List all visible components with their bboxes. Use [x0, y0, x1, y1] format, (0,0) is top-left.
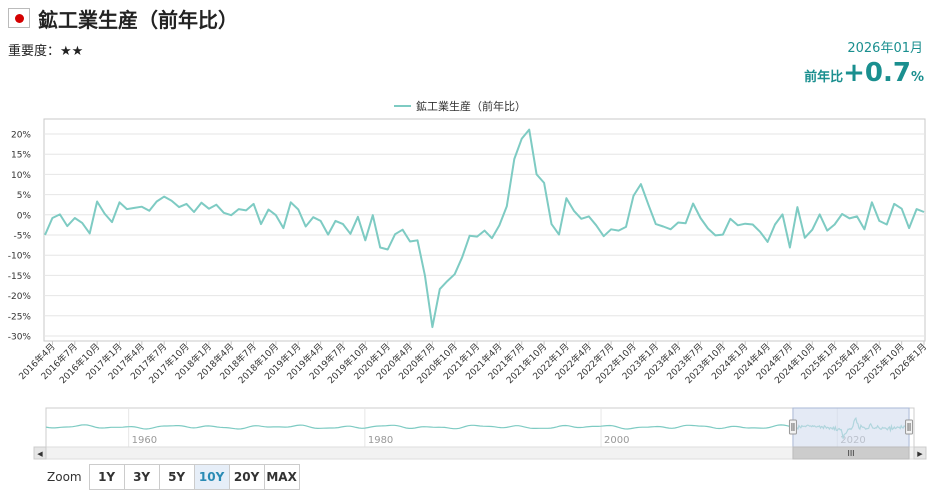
page-title: 鉱工業生産（前年比）	[38, 8, 238, 32]
y-tick-label: -5%	[13, 232, 31, 242]
zoom-10y-button[interactable]: 10Y	[193, 464, 230, 490]
header: 鉱工業生産（前年比） 重要度：★★ 2026年01月 前年比+0.7%	[0, 0, 933, 95]
zoom-20y-button[interactable]: 20Y	[228, 464, 265, 490]
scrollbar-left-button[interactable]	[33, 446, 47, 460]
scrollbar-track[interactable]	[45, 446, 915, 460]
importance-label: 重要度：	[8, 44, 61, 59]
series-line[interactable]	[44, 128, 925, 329]
y-tick-label: 5%	[17, 191, 32, 201]
importance-stars: ★★	[60, 44, 84, 59]
navigator-handle[interactable]	[905, 419, 914, 435]
legend-label: 鉱工業生産（前年比）	[416, 99, 526, 113]
zoom-label: Zoom	[47, 470, 82, 484]
change-value: +0.7	[843, 58, 911, 88]
y-tick-label: -15%	[8, 272, 32, 282]
scroll-left-arrow-icon: ◀	[37, 450, 43, 458]
y-tick-label: -10%	[8, 252, 32, 262]
y-tick-label: 0%	[17, 211, 32, 221]
y-tick-label: 20%	[11, 131, 31, 141]
navigator-handle[interactable]	[788, 419, 797, 435]
scrollbar-thumb[interactable]	[792, 446, 910, 460]
y-tick-label: -20%	[8, 292, 32, 302]
zoom-1y-button[interactable]: 1Y	[88, 464, 125, 490]
y-tick-label: -25%	[8, 312, 32, 322]
release-period: 2026年01月	[847, 41, 923, 56]
plot-area	[43, 118, 926, 342]
navigator	[45, 407, 915, 448]
navigator-selection[interactable]	[792, 407, 910, 448]
zoom-5y-button[interactable]: 5Y	[158, 464, 195, 490]
zoom-3y-button[interactable]: 3Y	[123, 464, 160, 490]
navigator-year-label: 1960	[132, 435, 157, 446]
zoom-max-button[interactable]: MAX	[263, 464, 300, 490]
scrollbar-right-button[interactable]	[913, 446, 927, 460]
y-tick-label: 10%	[11, 171, 31, 181]
navigator-year-label: 2000	[604, 435, 629, 446]
y-tick-label: -30%	[8, 333, 32, 343]
latest-change: 前年比+0.7%	[804, 58, 924, 88]
y-tick-label: 15%	[11, 151, 31, 161]
importance: 重要度：★★	[8, 40, 83, 59]
change-unit: %	[910, 70, 924, 85]
line-chart[interactable]: 鉱工業生産（前年比） -30% -25% -20% -15% -10% -5% 0% 5% 10%…	[0, 95, 933, 463]
flag-sun	[15, 14, 24, 23]
navigator-year-label: 1980	[368, 435, 393, 446]
scroll-right-arrow-icon: ▶	[917, 450, 923, 458]
scrollbar-grip-icon: III	[847, 449, 854, 458]
change-label: 前年比	[804, 70, 844, 85]
zoom-selector: Zoom 1Y 3Y 5Y 10Y 20Y MAX	[47, 464, 300, 490]
japan-flag-icon	[8, 8, 30, 28]
